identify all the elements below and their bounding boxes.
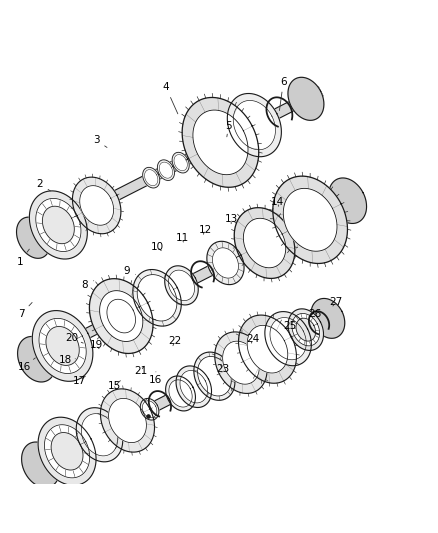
Polygon shape [145,169,158,185]
Polygon shape [51,433,83,470]
Polygon shape [223,341,259,384]
Text: 11: 11 [175,233,189,243]
Text: 1: 1 [16,249,29,267]
Polygon shape [42,206,74,244]
Polygon shape [270,318,306,360]
Polygon shape [109,398,146,442]
Text: 13: 13 [225,214,238,224]
Text: 12: 12 [198,224,212,235]
Polygon shape [244,219,286,268]
Polygon shape [193,110,248,175]
Polygon shape [311,298,345,338]
Polygon shape [288,77,324,120]
Polygon shape [140,398,159,420]
Polygon shape [76,408,123,462]
Text: 17: 17 [73,376,86,385]
Text: 27: 27 [329,297,342,307]
Polygon shape [174,155,187,171]
Polygon shape [194,352,235,400]
Polygon shape [46,327,79,366]
Text: 9: 9 [124,266,135,276]
Polygon shape [159,162,173,178]
Polygon shape [143,167,160,188]
Polygon shape [99,290,143,342]
Polygon shape [207,241,244,285]
Polygon shape [215,332,267,393]
Polygon shape [81,414,118,456]
Polygon shape [28,192,358,367]
Text: 6: 6 [279,77,287,110]
Text: 23: 23 [217,364,230,374]
Polygon shape [36,198,81,252]
Polygon shape [265,312,311,366]
Polygon shape [21,442,60,488]
Polygon shape [165,266,198,305]
Polygon shape [32,313,332,472]
Text: 25: 25 [283,321,296,330]
Polygon shape [169,380,192,407]
Text: 14: 14 [271,197,284,207]
Polygon shape [233,100,276,150]
Polygon shape [72,177,121,234]
Text: 18: 18 [59,354,75,365]
Polygon shape [32,311,93,381]
Polygon shape [198,357,231,396]
Text: 3: 3 [93,135,107,148]
Polygon shape [107,299,135,333]
Polygon shape [89,279,153,353]
Polygon shape [227,93,281,157]
Text: 22: 22 [168,336,181,346]
Text: 2: 2 [36,179,50,191]
Polygon shape [182,98,259,187]
Polygon shape [137,274,177,321]
Polygon shape [142,401,157,418]
Polygon shape [234,208,295,278]
Polygon shape [180,370,208,403]
Text: 16: 16 [18,358,35,372]
Polygon shape [80,185,113,225]
Polygon shape [238,315,297,383]
Polygon shape [172,152,189,173]
Polygon shape [288,309,324,350]
Text: 5: 5 [225,122,232,137]
Text: 19: 19 [90,340,103,350]
Polygon shape [296,318,315,341]
Text: 21: 21 [134,366,147,376]
Text: 10: 10 [151,242,164,252]
Text: 15: 15 [108,381,121,391]
Polygon shape [133,270,181,326]
Polygon shape [283,188,337,251]
Polygon shape [273,176,347,263]
Polygon shape [44,425,90,478]
Text: 24: 24 [246,334,260,344]
Polygon shape [168,270,194,301]
Polygon shape [100,389,155,452]
Polygon shape [38,417,96,486]
Polygon shape [292,313,320,346]
Text: 26: 26 [308,309,321,319]
Polygon shape [176,366,212,408]
Polygon shape [39,318,86,374]
Text: 7: 7 [18,302,32,319]
Polygon shape [328,178,367,223]
Polygon shape [157,160,174,181]
Polygon shape [18,336,56,382]
Text: 4: 4 [162,82,178,114]
Polygon shape [166,376,195,411]
Polygon shape [212,248,238,278]
Text: 8: 8 [81,280,94,290]
Polygon shape [24,87,323,246]
Text: 20: 20 [65,333,83,343]
Polygon shape [247,325,288,373]
Polygon shape [17,217,50,259]
Polygon shape [29,191,87,259]
Text: 16: 16 [149,372,162,385]
